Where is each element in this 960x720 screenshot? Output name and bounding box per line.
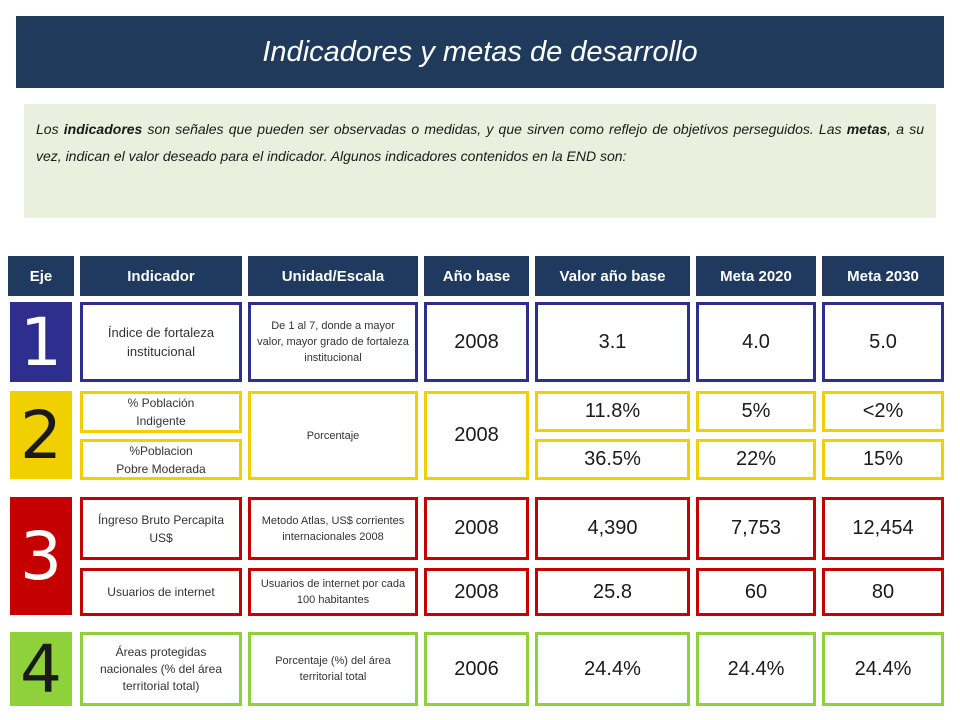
row3a-goal-2020: 7,753 — [696, 497, 816, 560]
row3b-indicator: Usuarios de internet — [80, 568, 242, 616]
row1-indicator: Índice de fortaleza institucional — [80, 302, 242, 382]
row2b-indicator-line2: Pobre Moderada — [116, 461, 206, 476]
header-indicador: Indicador — [80, 256, 242, 296]
row2b-indicator-line1: %Poblacion — [129, 443, 193, 458]
intro-bold-indicadores: indicadores — [63, 121, 143, 137]
axis-4-number: 4 — [10, 631, 72, 708]
row2-base-year: 2008 — [424, 391, 529, 480]
row2a-goal-2030: <2% — [822, 391, 944, 432]
row4-base-year: 2006 — [424, 632, 529, 706]
intro-paragraph: Los indicadores son señales que pueden s… — [24, 104, 936, 218]
row4-goal-2020: 24.4% — [696, 632, 816, 706]
row4-indicator: Áreas protegidas nacionales (% del área … — [80, 632, 242, 706]
row2a-indicator: % Población Indigente — [80, 391, 242, 433]
row3b-base-year: 2008 — [424, 568, 529, 616]
row3b-goal-2030: 80 — [822, 568, 944, 616]
row1-goal-2030: 5.0 — [822, 302, 944, 382]
row3a-indicator: Íngreso Bruto Percapita US$ — [80, 497, 242, 560]
row4-base-value: 24.4% — [535, 632, 690, 706]
axis-1-number: 1 — [10, 302, 72, 382]
row2a-goal-2020: 5% — [696, 391, 816, 432]
intro-bold-metas: metas — [846, 121, 888, 137]
page-title: Indicadores y metas de desarrollo — [262, 35, 698, 68]
axis-2-number: 2 — [10, 391, 72, 479]
row1-goal-2020: 4.0 — [696, 302, 816, 382]
row2a-indicator-line1: % Población — [127, 396, 195, 410]
header-eje: Eje — [8, 256, 74, 296]
header-unidad: Unidad/Escala — [248, 256, 418, 296]
row3b-unit: Usuarios de internet por cada 100 habita… — [248, 568, 418, 616]
row1-base-year: 2008 — [424, 302, 529, 382]
row3b-base-value: 25.8 — [535, 568, 690, 616]
header-meta-2030: Meta 2030 — [822, 256, 944, 296]
row2a-base-value: 11.8% — [535, 391, 690, 432]
row3a-base-year: 2008 — [424, 497, 529, 560]
row1-unit: De 1 al 7, donde a mayor valor, mayor gr… — [248, 302, 418, 382]
row2b-goal-2030: 15% — [822, 439, 944, 480]
header-valor-ano-base: Valor año base — [535, 256, 690, 296]
intro-text-3: , a su vez, indican el valor deseado par… — [36, 121, 924, 164]
header-ano-base: Año base — [424, 256, 529, 296]
row4-goal-2030: 24.4% — [822, 632, 944, 706]
intro-text-1: Los — [36, 121, 64, 137]
row2-unit: Porcentaje — [248, 391, 418, 480]
header-meta-2020: Meta 2020 — [696, 256, 816, 296]
row3a-base-value: 4,390 — [535, 497, 690, 560]
row3a-unit: Metodo Atlas, US$ corrientes internacion… — [248, 497, 418, 560]
axis-3-number: 3 — [10, 497, 72, 615]
row3a-goal-2030: 12,454 — [822, 497, 944, 560]
title-bar: Indicadores y metas de desarrollo — [16, 16, 944, 88]
row4-unit: Porcentaje (%) del área territorial tota… — [248, 632, 418, 706]
row3b-goal-2020: 60 — [696, 568, 816, 616]
row2a-indicator-line2: Indigente — [136, 414, 186, 428]
row2b-base-value: 36.5% — [535, 439, 690, 480]
row2b-indicator: %Poblacion Pobre Moderada — [80, 439, 242, 480]
row2b-goal-2020: 22% — [696, 439, 816, 480]
row1-base-value: 3.1 — [535, 302, 690, 382]
intro-text-2: son señales que pueden ser observadas o … — [142, 121, 847, 137]
